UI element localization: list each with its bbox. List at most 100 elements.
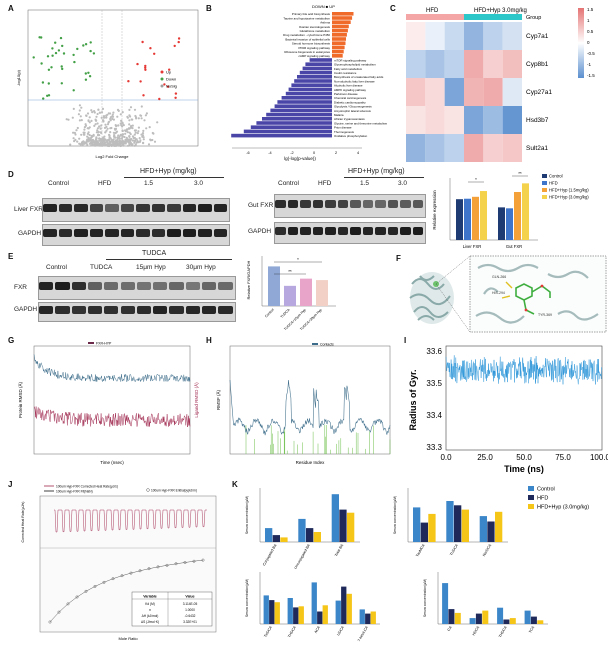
blot-band [350, 200, 361, 208]
blot-band [202, 306, 217, 314]
volcano-point [174, 92, 178, 95]
volcano-point [119, 113, 122, 116]
volcano-point [128, 143, 131, 146]
volcano-point [137, 130, 140, 133]
serum-bar [482, 610, 489, 624]
radius-gyration-line [445, 355, 603, 385]
serum-cat-label: TCA [528, 625, 535, 634]
volcano-point [90, 119, 93, 122]
fxr-legend-swatch [542, 188, 547, 192]
volcano-point [72, 137, 75, 140]
serum-bar [487, 521, 495, 542]
heatmap-cell [444, 78, 464, 106]
volcano-point [144, 68, 147, 71]
volcano-point [111, 117, 114, 120]
volcano-point [102, 143, 105, 147]
kegg-term-label: African trypanosomiasis [334, 117, 365, 121]
heatmap-cell [406, 50, 426, 78]
heatmap-cell [425, 106, 445, 134]
volcano-point [116, 115, 119, 118]
volcano-point [173, 44, 176, 48]
blot-band [136, 229, 150, 237]
blot-band [185, 306, 200, 314]
volcano-point [92, 52, 96, 55]
blot-band [362, 200, 373, 208]
kegg-tick-label: 0 [313, 151, 315, 155]
volcano-point [98, 134, 101, 137]
fxr-gapdh-ylabel: Relative FXR/GAPDH [246, 260, 251, 299]
blot-band [218, 306, 233, 314]
volcano-point [80, 133, 83, 136]
serum-bar [263, 595, 269, 624]
itc-table-row-1-val: 1.0000 [185, 608, 195, 612]
volcano-point [78, 137, 81, 140]
volcano-point [112, 111, 115, 114]
volcano-point [80, 119, 83, 122]
sig-marker: ** [288, 269, 292, 274]
kegg-down-bar [270, 108, 332, 113]
kegg-term-label: Malaria [334, 113, 344, 117]
kegg-tick-label: -4 [268, 151, 271, 155]
kegg-down-bar [302, 66, 332, 71]
volcano-point [87, 131, 90, 134]
serum-bar [454, 505, 462, 542]
serum-bar [317, 611, 323, 624]
rog-xtick-3: 75.0 [555, 453, 571, 462]
volcano-point [144, 66, 147, 69]
serum-cat-label: THDCA [498, 625, 508, 638]
volcano-point [129, 125, 133, 128]
volcano-point [76, 126, 79, 130]
blot-band [74, 229, 88, 237]
volcano-point [110, 126, 113, 130]
volcano-point [62, 52, 66, 55]
blot-band [275, 200, 286, 208]
blot-d-right-col-control: Control [278, 180, 299, 187]
blot-band [350, 227, 361, 235]
volcano-point [144, 64, 147, 68]
fxr-legend-label: HFD [549, 181, 558, 186]
volcano-point [95, 115, 98, 118]
volcano-point [120, 119, 123, 122]
itc-point [75, 595, 79, 599]
volcano-point [100, 124, 103, 127]
itc-fit-table: Variable Value Kd (M) 3.114E-05 n 1.0000… [131, 591, 213, 627]
volcano-point [76, 47, 79, 51]
volcano-point [100, 131, 103, 134]
itc-point [57, 610, 61, 614]
volcano-point [46, 55, 50, 58]
blot-d-left: HFD+Hyp (mg/kg) Control HFD 1.5 3.0 Live… [14, 168, 232, 250]
blot-band [300, 200, 311, 208]
volcano-point [92, 139, 95, 142]
volcano-point [86, 135, 89, 138]
kegg-term-label: Oxidative phosphorylation [334, 134, 368, 138]
itc-isotherm-fit [49, 559, 204, 623]
volcano-point [71, 116, 74, 119]
volcano-point [114, 140, 117, 143]
legend-nosig-label: NoSig [166, 84, 177, 89]
fxr-bar [456, 199, 463, 240]
heatmap-cell [464, 50, 484, 78]
kegg-up-bar [332, 45, 345, 50]
volcano-point [174, 96, 177, 100]
volcano-point [88, 139, 91, 142]
serum-cat-label: THDCA [287, 625, 297, 638]
kegg-down-bar [281, 96, 332, 100]
itc-table-row-3-var: ΔS (J/mol·K) [141, 620, 159, 624]
blot-d-right-col-30: 3.0 [398, 180, 408, 187]
rog-ytick-2: 33.4 [426, 411, 442, 420]
volcano-point [108, 136, 111, 139]
volcano-point [85, 114, 88, 117]
serum-bar [339, 509, 347, 542]
heatmap-gene-label: Cyp27a1 [526, 89, 552, 96]
serum-legend-label: HFD [537, 496, 548, 502]
kegg-up-bar [332, 54, 343, 58]
kegg-tick-label: -6 [246, 151, 249, 155]
serum-legend-label: Control [537, 487, 555, 493]
serum-bar [461, 509, 469, 542]
rmsf-legend-label: Contacts [320, 343, 334, 347]
volcano-point [121, 129, 124, 132]
serum-ylabel: Serum concentration(μM) [423, 579, 427, 617]
volcano-point [96, 127, 99, 130]
serum-bar [524, 610, 531, 624]
kegg-down-bar [266, 112, 332, 117]
